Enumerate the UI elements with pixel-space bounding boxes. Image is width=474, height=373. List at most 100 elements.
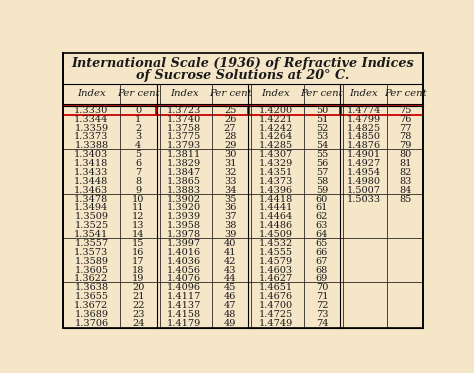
Text: 1.4876: 1.4876 (346, 141, 381, 150)
Text: 1.4137: 1.4137 (167, 301, 201, 310)
Text: Index: Index (349, 89, 378, 98)
Text: 1.4850: 1.4850 (347, 132, 381, 141)
Text: 5: 5 (135, 150, 141, 159)
Text: 35: 35 (224, 195, 236, 204)
Text: 1.4603: 1.4603 (259, 266, 293, 275)
Text: 61: 61 (316, 203, 328, 213)
Text: 85: 85 (399, 195, 411, 204)
Text: 73: 73 (316, 310, 328, 319)
Text: 1.4901: 1.4901 (346, 150, 381, 159)
Text: 1.4221: 1.4221 (259, 115, 293, 124)
Text: 1.4486: 1.4486 (259, 221, 293, 230)
Text: 65: 65 (316, 239, 328, 248)
Text: 41: 41 (224, 248, 237, 257)
Text: 1.3958: 1.3958 (167, 221, 201, 230)
Text: 1.3403: 1.3403 (74, 150, 109, 159)
Text: 1.4799: 1.4799 (346, 115, 381, 124)
Text: 69: 69 (316, 275, 328, 283)
Text: 4: 4 (135, 141, 141, 150)
Text: 1.3589: 1.3589 (74, 257, 109, 266)
Text: 46: 46 (224, 292, 236, 301)
Text: 1.4774: 1.4774 (346, 106, 381, 115)
Text: 70: 70 (316, 283, 328, 292)
Text: 74: 74 (316, 319, 328, 328)
FancyBboxPatch shape (63, 53, 423, 327)
Text: 1.3448: 1.3448 (74, 177, 109, 186)
Text: 1.3883: 1.3883 (167, 186, 201, 195)
Text: 1.4418: 1.4418 (259, 195, 293, 204)
Text: 62: 62 (316, 212, 328, 221)
Text: 1.4373: 1.4373 (259, 177, 293, 186)
Text: 24: 24 (132, 319, 145, 328)
Text: 1.3689: 1.3689 (74, 310, 109, 319)
Text: 1.4651: 1.4651 (259, 283, 293, 292)
Text: 1.3997: 1.3997 (167, 239, 201, 248)
Text: 1.4076: 1.4076 (167, 275, 201, 283)
Text: 1.3775: 1.3775 (167, 132, 201, 141)
Text: 51: 51 (316, 115, 328, 124)
Text: 1.4285: 1.4285 (259, 141, 293, 150)
Text: 34: 34 (224, 186, 237, 195)
Text: 14: 14 (132, 230, 145, 239)
Text: 1.3494: 1.3494 (74, 203, 109, 213)
Text: 1.4096: 1.4096 (167, 283, 201, 292)
Text: 27: 27 (224, 123, 237, 133)
Text: 1.4927: 1.4927 (346, 159, 381, 168)
Text: 68: 68 (316, 266, 328, 275)
Text: 1.3672: 1.3672 (74, 301, 109, 310)
Text: 1.3978: 1.3978 (167, 230, 201, 239)
Text: 1: 1 (135, 115, 141, 124)
Text: Per cent: Per cent (209, 89, 251, 98)
Text: 53: 53 (316, 132, 328, 141)
Text: 1.3622: 1.3622 (74, 275, 109, 283)
Text: 1.3388: 1.3388 (74, 141, 109, 150)
Text: 55: 55 (316, 150, 328, 159)
Text: 6: 6 (135, 159, 141, 168)
Text: 39: 39 (224, 230, 236, 239)
Text: 64: 64 (316, 230, 328, 239)
Text: 84: 84 (399, 186, 411, 195)
Text: 1.3758: 1.3758 (167, 123, 201, 133)
Text: 76: 76 (399, 115, 411, 124)
Text: 1.4579: 1.4579 (259, 257, 293, 266)
Text: 8: 8 (135, 177, 141, 186)
Text: 1.3344: 1.3344 (74, 115, 109, 124)
Text: 1.3847: 1.3847 (167, 168, 201, 177)
Text: 1.3920: 1.3920 (167, 203, 201, 213)
Text: 57: 57 (316, 168, 328, 177)
Text: 1.3418: 1.3418 (74, 159, 109, 168)
Text: 22: 22 (132, 301, 145, 310)
Text: 58: 58 (316, 177, 328, 186)
Text: 1.4016: 1.4016 (167, 248, 201, 257)
Text: 1.4329: 1.4329 (259, 159, 293, 168)
Text: of Sucrose Solutions at 20° C.: of Sucrose Solutions at 20° C. (136, 69, 350, 82)
Text: 19: 19 (132, 275, 145, 283)
Text: 67: 67 (316, 257, 328, 266)
Text: 47: 47 (224, 301, 237, 310)
Text: 1.3509: 1.3509 (74, 212, 109, 221)
Text: 1.3829: 1.3829 (167, 159, 201, 168)
Text: 10: 10 (132, 195, 145, 204)
Text: 33: 33 (224, 177, 237, 186)
Text: 1.3902: 1.3902 (167, 195, 201, 204)
Text: 15: 15 (132, 239, 145, 248)
Text: 9: 9 (135, 186, 141, 195)
Text: 1.4749: 1.4749 (259, 319, 293, 328)
Text: 1.4396: 1.4396 (259, 186, 293, 195)
Text: 1.3557: 1.3557 (74, 239, 109, 248)
Text: 1.4264: 1.4264 (259, 132, 293, 141)
Text: 52: 52 (316, 123, 328, 133)
Text: International Scale (1936) of Refractive Indices: International Scale (1936) of Refractive… (72, 57, 414, 70)
Text: 1.3655: 1.3655 (74, 292, 109, 301)
Text: 63: 63 (316, 221, 328, 230)
Text: 66: 66 (316, 248, 328, 257)
Text: 81: 81 (399, 159, 411, 168)
Text: 29: 29 (224, 141, 236, 150)
Text: 1.3740: 1.3740 (167, 115, 201, 124)
Text: 25: 25 (224, 106, 236, 115)
Text: 1.3605: 1.3605 (74, 266, 109, 275)
Text: 54: 54 (316, 141, 328, 150)
Text: 1.4179: 1.4179 (167, 319, 201, 328)
Text: 82: 82 (399, 168, 411, 177)
Text: 40: 40 (224, 239, 236, 248)
